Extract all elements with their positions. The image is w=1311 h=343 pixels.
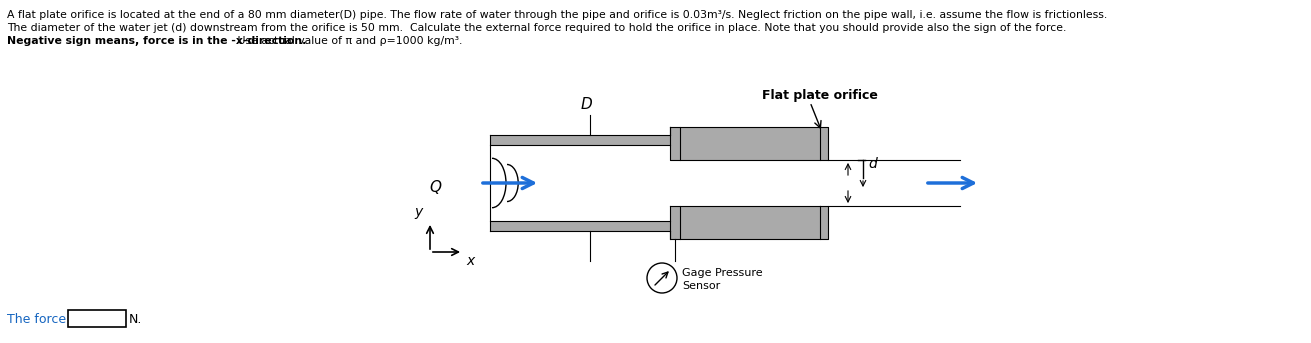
Text: D: D: [581, 97, 591, 112]
Text: y: y: [414, 205, 423, 219]
Text: A flat plate orifice is located at the end of a 80 mm diameter(D) pipe. The flow: A flat plate orifice is located at the e…: [7, 10, 1108, 20]
Text: Negative sign means, force is in the -x-direction.: Negative sign means, force is in the -x-…: [7, 36, 307, 46]
Text: Q: Q: [429, 180, 440, 196]
Text: Use actual value of π and ρ=1000 kg/m³.: Use actual value of π and ρ=1000 kg/m³.: [235, 36, 463, 46]
Text: Gage Pressure: Gage Pressure: [682, 268, 763, 278]
Text: x: x: [465, 254, 475, 268]
Text: N.: N.: [128, 313, 143, 326]
Text: Sensor: Sensor: [682, 281, 720, 291]
Text: The force is: The force is: [7, 313, 84, 326]
Text: The diameter of the water jet (d) downstream from the orifice is 50 mm.  Calcula: The diameter of the water jet (d) downst…: [7, 23, 1066, 33]
Text: Flat plate orifice: Flat plate orifice: [762, 88, 878, 102]
Text: d: d: [868, 157, 877, 171]
FancyBboxPatch shape: [68, 310, 126, 327]
Circle shape: [648, 263, 676, 293]
